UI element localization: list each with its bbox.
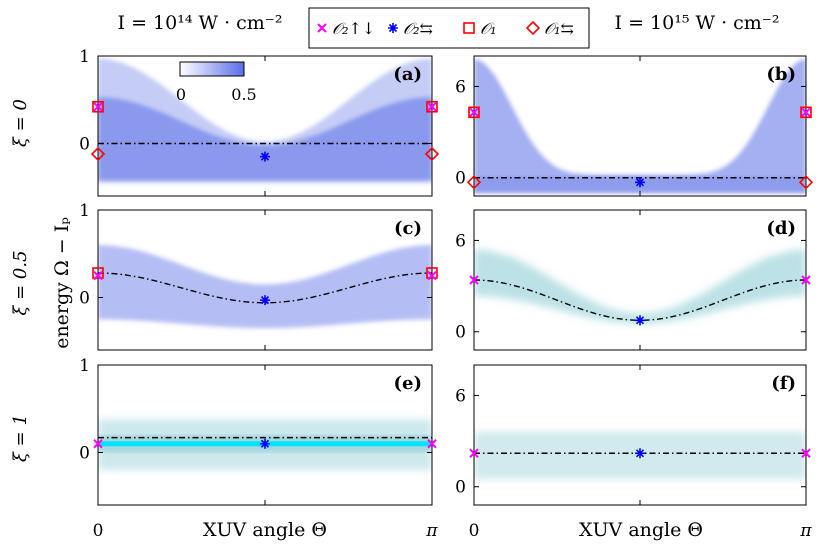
marker-o2-lr [635, 448, 645, 459]
marker-o2-updown [801, 275, 811, 285]
panel-d: 0 6 (d) [455, 209, 811, 351]
legend: 𝒪₂↑↓ 𝒪₂⇆ 𝒪₁ 𝒪₁⇆ [308, 7, 590, 49]
panel-e: 0 1 (e) [79, 356, 437, 506]
markers [469, 448, 811, 459]
x-axis-label-left: XUV angle Θ [203, 519, 327, 541]
marker-o2-updown [93, 439, 103, 449]
marker-o2-lr [260, 295, 270, 306]
panel-content [474, 59, 806, 193]
y-tick-label: 1 [79, 201, 90, 221]
left-intensity-title: I = 10¹⁴ W · cm⁻² [118, 12, 283, 34]
legend-label-o1-lr: 𝒪₁⇆ [544, 19, 574, 38]
panel-label: (b) [766, 64, 796, 85]
marker-o1-lr [466, 175, 482, 190]
marker-o1-lr [424, 146, 440, 162]
panel-a: 0 1 (a) [79, 47, 440, 197]
marker-o1 [426, 267, 438, 279]
legend-marker-o2-lr [388, 23, 398, 33]
panel-label: (a) [393, 64, 422, 85]
heatmap-edges [474, 59, 806, 193]
marker-o2-updown [469, 448, 479, 458]
legend-marker-o2-updown [317, 23, 327, 33]
legend-label-o2-lr: 𝒪₂⇆ [403, 19, 433, 38]
y-tick-label: 6 [455, 386, 466, 406]
panel-b: 0 6 (b) [455, 55, 814, 197]
legend-marker-o1 [463, 22, 475, 34]
x-tick-left-0: 0 [93, 521, 104, 541]
marker-o1 [92, 267, 104, 279]
row-label-xi-0-5: ξ = 0.5 [10, 250, 31, 315]
marker-o1-lr [798, 175, 814, 190]
x-tick-left-pi: π [425, 521, 438, 541]
legend-marker-o1-lr [525, 20, 541, 36]
y-tick-label: 0 [455, 323, 466, 343]
y-tick-label: 0 [79, 289, 90, 309]
dashed-energy-curve [98, 272, 432, 304]
colorbar: 0 0.5 [176, 61, 257, 104]
colorbar-min-label: 0 [176, 85, 186, 104]
markers [466, 106, 814, 190]
panel-label: (d) [766, 218, 796, 239]
marker-o2-updown [801, 448, 811, 458]
markers [90, 100, 440, 162]
y-tick-label: 0 [455, 169, 466, 189]
marker-o2-updown [93, 270, 103, 281]
marker-o2-updown [801, 107, 811, 118]
y-tick-label: 0 [79, 135, 90, 155]
y-tick-label: 6 [455, 77, 466, 97]
x-axis-label-right: XUV angle Θ [579, 519, 703, 541]
markers [93, 438, 437, 449]
markers [469, 275, 811, 326]
panel-f: 0 6 (f) [455, 364, 811, 506]
x-tick-right-pi: π [799, 521, 812, 541]
y-tick-label: 0 [455, 478, 466, 498]
y-tick-label: 6 [455, 231, 466, 251]
legend-label-o2-updown: 𝒪₂↑↓ [332, 19, 375, 38]
marker-o2-updown [93, 102, 103, 112]
marker-o1 [800, 106, 812, 119]
y-tick-label: 1 [79, 356, 90, 376]
panels: 0 1 (a) 0 6 (b) 0 1 (c) 0 6 (d) 0 1 (e) 0 6 (f) [79, 47, 814, 506]
panel-label: (f) [771, 373, 796, 394]
marker-o2-updown [469, 107, 479, 118]
marker-o1-lr [90, 146, 106, 162]
marker-o2-lr [635, 177, 645, 188]
panel-content [98, 58, 432, 183]
row-label-xi-0: ξ = 0 [10, 99, 31, 147]
heatmap-band [474, 249, 806, 324]
marker-o2-updown [427, 439, 437, 449]
marker-o2-lr [260, 438, 270, 449]
panel-label: (c) [394, 218, 422, 239]
marker-o1 [426, 100, 438, 113]
markers [92, 267, 438, 306]
marker-o2-updown [427, 270, 437, 281]
marker-o1 [92, 100, 104, 113]
marker-o2-updown [469, 275, 479, 285]
panel-content [474, 249, 806, 324]
y-axis-label: energy Ω − Iₚ [51, 217, 73, 349]
marker-o2-updown [427, 102, 437, 112]
x-tick-right-0: 0 [469, 521, 480, 541]
panel-c: 0 1 (c) [79, 201, 438, 351]
marker-o1 [468, 106, 480, 119]
y-tick-label: 0 [79, 444, 90, 464]
marker-o2-lr [635, 315, 645, 326]
heatmap-core [98, 97, 432, 181]
y-tick-label: 1 [79, 47, 90, 67]
right-intensity-title: I = 10¹⁵ W · cm⁻² [615, 12, 780, 34]
legend-label-o1: 𝒪₁ [480, 19, 497, 38]
colorbar-max-label: 0.5 [231, 85, 256, 104]
colorbar-gradient [179, 61, 245, 77]
marker-o2-lr [260, 151, 270, 162]
panel-label: (e) [394, 373, 423, 394]
legend-box [308, 7, 590, 49]
heatmap-band [98, 245, 432, 329]
panel-content [98, 245, 432, 329]
row-label-xi-1: ξ = 1 [10, 414, 31, 462]
